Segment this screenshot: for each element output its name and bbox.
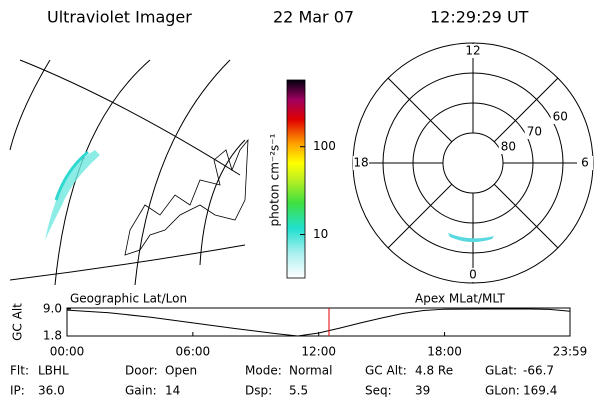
field-label: GLon: bbox=[485, 384, 520, 398]
lat-ring bbox=[442, 132, 504, 194]
lat-label: 70 bbox=[527, 125, 542, 139]
field-value: Open bbox=[165, 364, 197, 378]
y-tick-label: 9.0 bbox=[43, 302, 62, 316]
field-label: Flt: bbox=[10, 364, 29, 378]
time: 12:29:29 UT bbox=[430, 8, 529, 27]
polar-spoke bbox=[387, 77, 453, 143]
field-label: IP: bbox=[10, 384, 25, 398]
field-label: GC Alt: bbox=[365, 364, 407, 378]
field-value: 5.5 bbox=[289, 384, 308, 398]
field-value: LBHL bbox=[38, 364, 69, 378]
field-value: 169.4 bbox=[523, 384, 557, 398]
field-label: Seq: bbox=[365, 384, 392, 398]
colorbar bbox=[286, 79, 306, 279]
polar-spoke bbox=[493, 77, 559, 143]
colorbar-label: photon cm⁻²s⁻¹ bbox=[268, 133, 282, 226]
field-value: Normal bbox=[289, 364, 332, 378]
y-tick-label: 1.8 bbox=[43, 329, 62, 343]
lat-label-bg bbox=[550, 110, 571, 124]
lat-label: 60 bbox=[553, 110, 568, 124]
mlt-label-bg bbox=[353, 156, 369, 170]
mlt-label-bg bbox=[465, 44, 481, 58]
mlt-label: 18 bbox=[353, 156, 368, 170]
lat-label-bg bbox=[524, 125, 545, 139]
field-label: Mode: bbox=[245, 364, 282, 378]
lat-ring bbox=[412, 102, 534, 224]
lat-label-bg bbox=[498, 140, 519, 154]
x-tick-label: 12:00 bbox=[301, 345, 336, 359]
altitude-line bbox=[66, 308, 571, 337]
y-label: GC Alt bbox=[11, 303, 25, 341]
polar-spoke bbox=[493, 183, 559, 249]
mlt-label: 6 bbox=[581, 156, 589, 170]
left-label: Geographic Lat/Lon bbox=[70, 292, 187, 306]
date: 22 Mar 07 bbox=[273, 8, 354, 27]
colorbar-tick-label: 100 bbox=[313, 139, 336, 153]
field-value: 14 bbox=[165, 384, 180, 398]
x-tick-label: 06:00 bbox=[176, 345, 211, 359]
mlt-label-bg bbox=[577, 156, 593, 170]
mlt-label: 12 bbox=[465, 44, 480, 58]
field-label: GLat: bbox=[485, 364, 517, 378]
mlt-label-bg bbox=[465, 268, 481, 282]
x-tick-label: 23:59 bbox=[553, 345, 588, 359]
field-value: 4.8 Re bbox=[415, 364, 453, 378]
x-tick-label: 18:00 bbox=[427, 345, 462, 359]
altitude-frame bbox=[66, 307, 571, 337]
lat-label: 80 bbox=[501, 140, 516, 154]
mlt-label: 0 bbox=[469, 268, 477, 282]
title: Ultraviolet Imager bbox=[47, 8, 192, 27]
field-label: Door: bbox=[125, 364, 158, 378]
colorbar-tick-label: 10 bbox=[313, 227, 328, 241]
field-value: 36.0 bbox=[38, 384, 65, 398]
field-value: 39 bbox=[415, 384, 430, 398]
polar-spoke bbox=[387, 183, 453, 249]
x-tick-label: 00:00 bbox=[50, 345, 85, 359]
field-label: Gain: bbox=[125, 384, 157, 398]
lat-ring bbox=[382, 72, 564, 254]
field-value: -66.7 bbox=[523, 364, 554, 378]
field-label: Dsp: bbox=[245, 384, 272, 398]
right-label: Apex MLat/MLT bbox=[415, 292, 505, 306]
geo-map bbox=[9, 59, 249, 286]
